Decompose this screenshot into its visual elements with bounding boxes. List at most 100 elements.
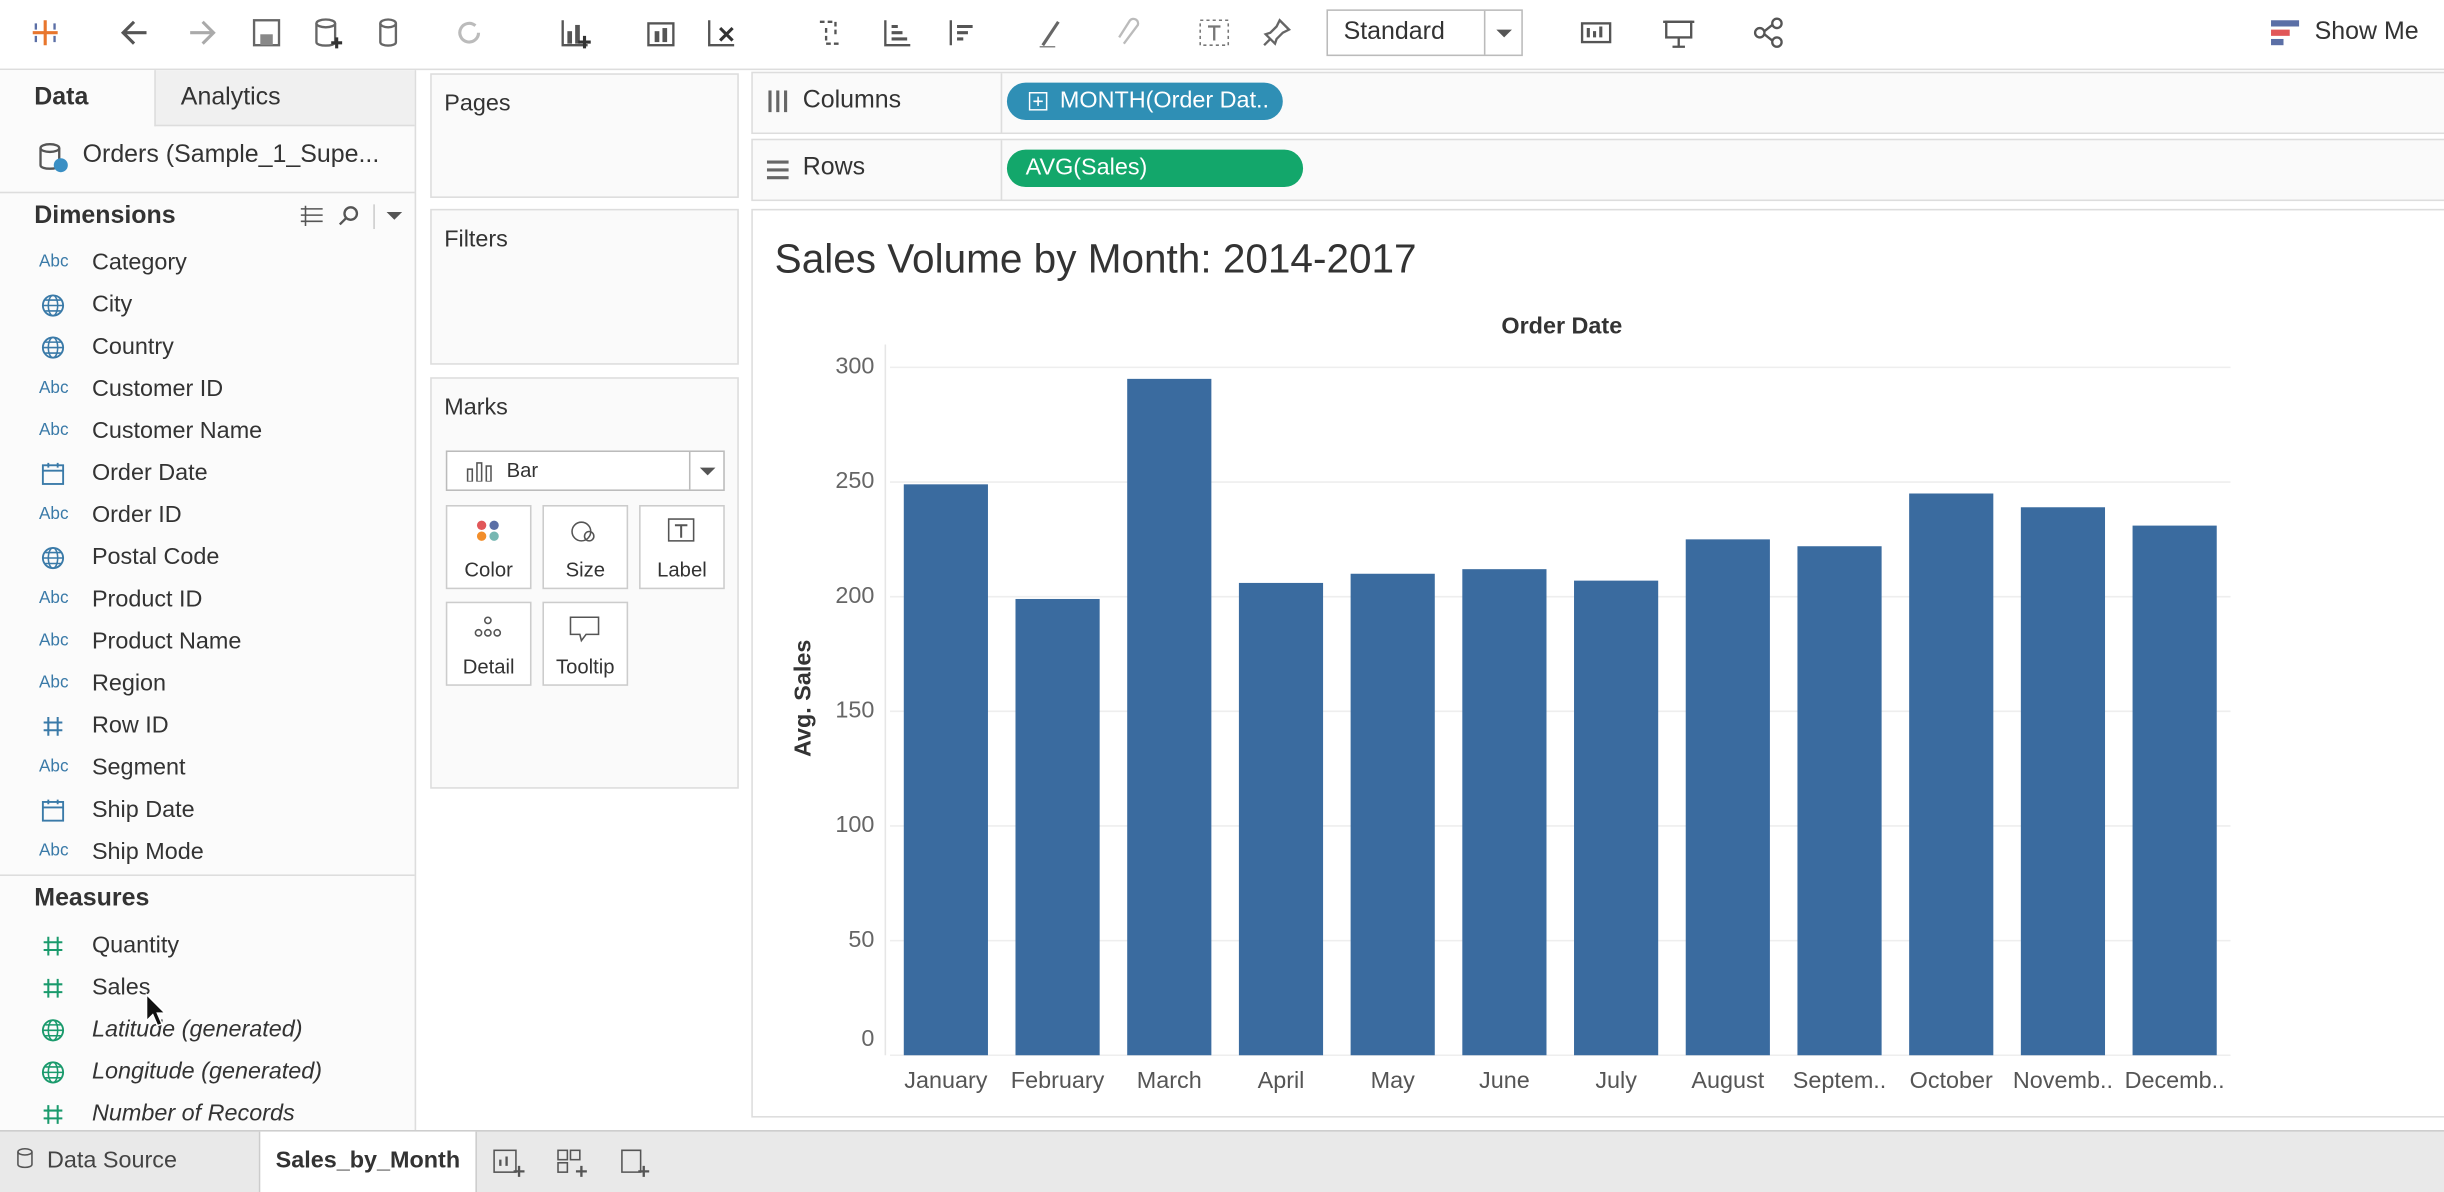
swap[interactable] [814,16,848,50]
hash-icon [43,1105,63,1124]
measure-field[interactable]: Longitude (generated) [0,1051,415,1093]
mark-button-icon [569,616,600,643]
chart-title: Sales Volume by Month: 2014-2017 [775,236,1417,282]
mark-button[interactable]: Color [445,505,532,590]
pin[interactable] [1259,16,1293,50]
highlight[interactable] [1035,16,1069,50]
data-tab[interactable]: Data [0,70,155,127]
globe-icon [41,546,65,570]
dimension-field[interactable]: Abc Region [0,662,415,704]
group[interactable] [1113,16,1147,50]
mark-button[interactable]: Detail [445,601,532,686]
mark-button[interactable]: Tooltip [542,601,629,686]
columns-pill[interactable]: MONTH(Order Dat.. [1006,82,1283,121]
mark-button-icon [667,518,695,542]
data-source-tab[interactable]: Data Source [16,1147,177,1174]
new-tab-icons[interactable] [493,1147,664,1178]
pages-title: Pages [444,90,511,117]
field-name: Customer Name [91,417,263,445]
measure-field[interactable]: Quantity [0,924,415,966]
marks-card: Marks Bar Color Size Label Detail Tooltip [430,377,739,789]
refresh[interactable] [452,16,486,50]
x-tick-label: April [1258,1067,1305,1093]
columns-icon [768,90,788,113]
dimension-field[interactable]: Row ID [0,705,415,747]
presentation[interactable] [1662,16,1696,50]
measure-field[interactable]: Number of Records [0,1093,415,1135]
dimension-field[interactable]: Postal Code [0,536,415,578]
dimension-field[interactable]: Abc Customer ID [0,368,415,410]
dimension-field[interactable]: Abc Segment [0,747,415,789]
bar [1238,582,1324,1056]
field-name: Region [91,670,167,697]
save[interactable] [249,16,283,50]
show-cards[interactable] [1579,16,1613,50]
filters-title: Filters [444,226,508,253]
divider [1000,140,1003,200]
mark-button-label: Size [565,558,605,582]
pause-updates[interactable] [374,16,408,50]
y-tick-label: 50 [848,926,874,952]
mark-button-label: Detail [462,654,515,679]
divider [0,191,415,194]
analytics-tab-label: Analytics [180,84,281,111]
measure-field[interactable]: Sales [0,966,415,1008]
share[interactable] [1752,16,1786,50]
clear-sheet[interactable] [705,16,739,50]
labels[interactable] [1197,16,1231,50]
rows-pill[interactable]: AVG(Sales) [1006,149,1304,188]
x-tick-label: March [1137,1067,1202,1093]
field-name: Product Name [91,628,242,655]
dimension-field[interactable]: Ship Date [0,789,415,831]
chart: Sales Volume by Month: 2014-2017 Order D… [775,236,2231,1093]
bar [1462,569,1547,1056]
dimension-field[interactable]: City [0,284,415,326]
bar-icon [466,462,492,482]
mark-button-label: Label [657,558,707,582]
dimension-field[interactable]: Abc Ship Mode [0,831,415,873]
fit-dropdown[interactable]: Standard [1326,9,1523,57]
mark-type-dropdown[interactable]: Bar [445,450,725,491]
dimension-field[interactable]: Abc Category [0,242,415,284]
datasource-icon [39,143,68,173]
mark-button[interactable]: Label [639,505,725,590]
field-name: City [91,291,133,318]
dimension-field[interactable]: Abc Order ID [0,494,415,536]
measure-field[interactable]: Latitude (generated) [0,1008,415,1050]
dimension-field[interactable]: Abc Product ID [0,578,415,620]
x-tick-label: Decemb.. [2125,1067,2225,1093]
datasource-name: Orders (Sample_1_Supe... [82,141,380,169]
bar [1685,539,1770,1056]
x-tick-label: August [1691,1067,1764,1093]
analytics-tab[interactable]: Analytics [154,70,415,127]
dimension-field[interactable]: Abc Customer Name [0,410,415,452]
new-sheet[interactable] [558,16,592,50]
mark-button[interactable]: Size [542,505,629,590]
field-name: Order ID [91,501,182,529]
rows-pill-text: AVG(Sales) [1025,154,1148,181]
dimension-field[interactable]: Abc Product Name [0,620,415,662]
new-datasource[interactable] [312,16,346,50]
show-me-icon [2271,20,2300,46]
field-name: Number of Records [91,1100,295,1127]
columns-pill-text: MONTH(Order Dat.. [1059,87,1270,114]
undo[interactable] [118,16,152,50]
dropdown-arrow [688,452,716,490]
field-name: Longitude (generated) [91,1058,323,1085]
active-sheet-tab[interactable]: Sales_by_Month [258,1131,477,1192]
x-tick-label: February [1011,1067,1105,1093]
mark-button-icon [476,520,499,541]
field-type: Abc [38,841,69,861]
field-name: Category [91,249,187,276]
dimension-field[interactable]: Country [0,326,415,368]
mouse-cursor [145,992,167,1027]
mark-type: Bar [506,458,539,482]
duplicate-sheet[interactable] [644,16,678,50]
redo[interactable] [184,16,218,50]
x-tick-label: January [904,1067,987,1093]
dimension-field[interactable]: Order Date [0,452,415,494]
sort-desc[interactable] [945,16,979,50]
sort-asc[interactable] [879,16,913,50]
divider [0,874,415,876]
